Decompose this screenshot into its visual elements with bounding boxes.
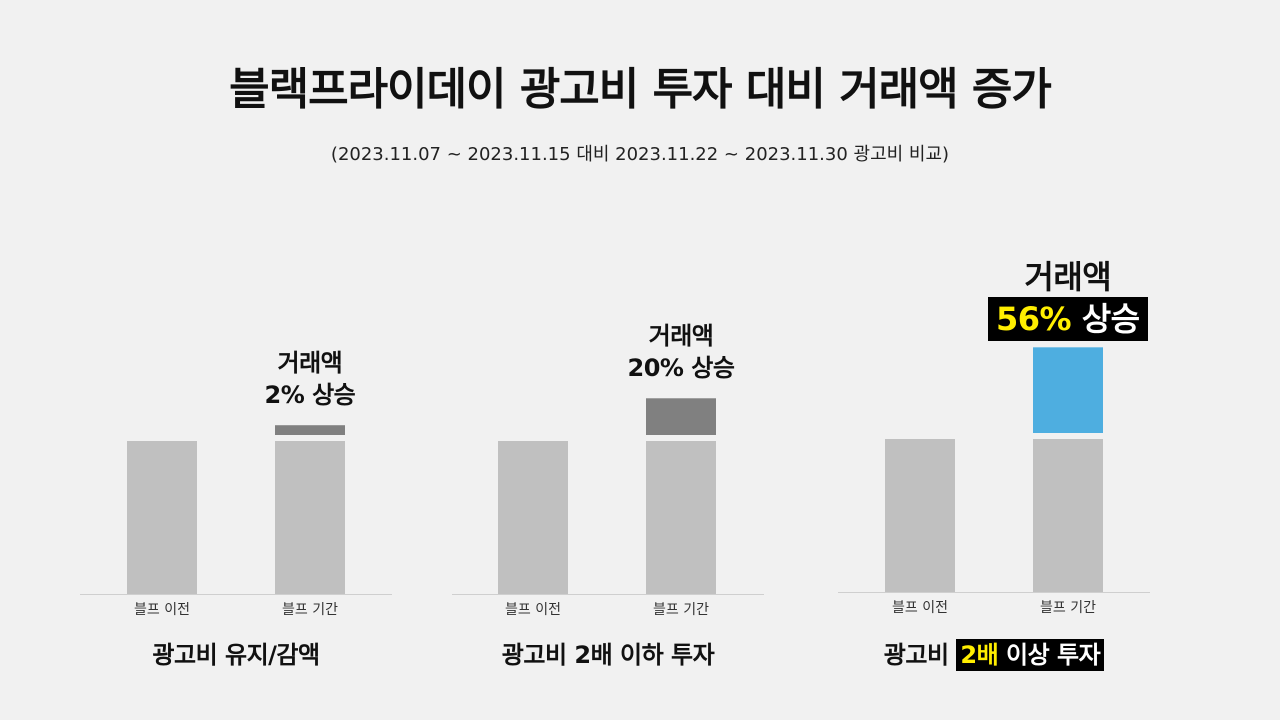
bar-period-increase	[275, 425, 345, 435]
bar-period-increase	[646, 398, 716, 435]
group-label-3: 광고비 2배 이상 투자	[838, 636, 1150, 674]
bar-period-base	[275, 441, 345, 594]
group-label-2: 광고비 2배 이하 투자	[452, 636, 764, 674]
bar-before	[127, 441, 197, 594]
group-label-text: 광고비 유지/감액	[152, 641, 320, 669]
group-label-suffix: 이상 투자	[998, 641, 1101, 669]
annotation-highlight-box: 56% 상승	[988, 297, 1148, 342]
x-tick-label: 블프 기간	[653, 602, 709, 618]
bar-period-base	[646, 441, 716, 594]
group-label-prefix: 광고비	[883, 641, 957, 669]
group-label-highlight: 2배	[960, 641, 999, 669]
bar-before	[498, 441, 568, 594]
increase-annotation-1: 거래액 2% 상승	[265, 347, 356, 411]
group-label-highlight-box: 2배 이상 투자	[956, 639, 1105, 671]
x-tick-label: 블프 이전	[505, 602, 561, 618]
x-tick-label: 블프 기간	[282, 602, 338, 618]
x-tick-label: 블프 이전	[134, 602, 190, 618]
page-subtitle: (2023.11.07 ~ 2023.11.15 대비 2023.11.22 ~…	[330, 144, 950, 165]
bar-period-base	[1033, 439, 1103, 592]
annotation-line1: 거래액	[648, 322, 714, 351]
increase-annotation-3: 거래액 56% 상승	[988, 257, 1148, 342]
group-label-1: 광고비 유지/감액	[80, 636, 392, 674]
annotation-line1: 거래액	[1024, 258, 1112, 297]
annotation-highlight-value: 56%	[996, 300, 1072, 339]
x-tick-label: 블프 이전	[892, 600, 948, 616]
increase-annotation-2: 거래액 20% 상승	[628, 320, 735, 384]
annotation-line2: 20% 상승	[627, 354, 735, 383]
annotation-line1: 거래액	[277, 349, 343, 378]
page-title: 블랙프라이데이 광고비 투자 대비 거래액 증가	[229, 64, 1052, 115]
bar-before	[885, 439, 955, 592]
group-label-text: 광고비 2배 이하 투자	[501, 641, 715, 669]
annotation-line2-rest: 상승	[1071, 300, 1140, 339]
annotation-line2: 2% 상승	[264, 381, 356, 410]
x-tick-label: 블프 기간	[1040, 600, 1096, 616]
bar-period-increase	[1033, 347, 1103, 433]
